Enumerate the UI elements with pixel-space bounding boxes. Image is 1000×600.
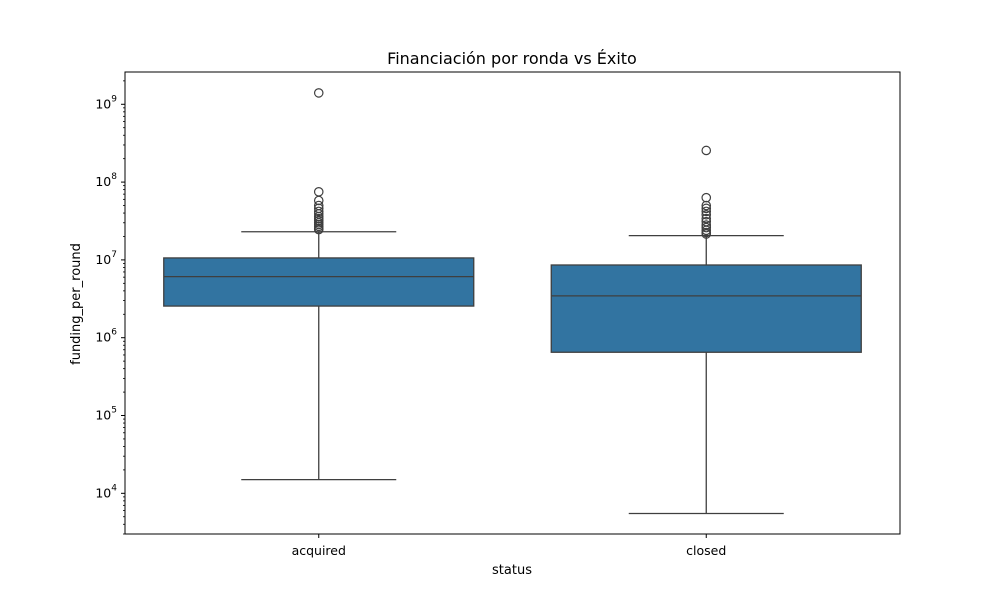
outlier-point (313, 195, 324, 206)
outlier-point (701, 213, 712, 224)
iqr-box (163, 257, 475, 307)
outlier-point (313, 206, 324, 217)
y-tick-label: 106 (95, 328, 117, 345)
y-axis-label: funding_per_round (69, 243, 84, 365)
x-axis-label: status (492, 563, 532, 578)
x-tick-label-closed: closed (686, 543, 726, 558)
outlier-point (701, 222, 712, 233)
axes-frame (124, 71, 901, 535)
outlier-point (313, 88, 324, 98)
y-tick-label: 105 (95, 406, 117, 423)
outlier-point (701, 192, 712, 203)
outlier-point (701, 206, 712, 217)
y-tick-label: 108 (95, 172, 117, 189)
outlier-point (701, 200, 712, 211)
outlier-point (701, 203, 712, 214)
outlier-point (313, 224, 324, 235)
plot-area: 104 105 106 107 108 109 acquired closed (95, 80, 862, 558)
box-closed (550, 145, 862, 515)
y-tick-label: 109 (95, 94, 117, 111)
iqr-box (550, 264, 862, 353)
outlier-point (313, 187, 324, 197)
outlier-point (701, 145, 712, 156)
x-tick-label-acquired: acquired (292, 543, 346, 558)
box-acquired (163, 88, 475, 481)
outlier-point (701, 209, 712, 220)
y-tick-label: 104 (95, 483, 117, 500)
chart-title: Financiación por ronda vs Éxito (387, 49, 637, 68)
y-tick-label: 107 (95, 250, 117, 267)
outlier-point (701, 229, 712, 239)
